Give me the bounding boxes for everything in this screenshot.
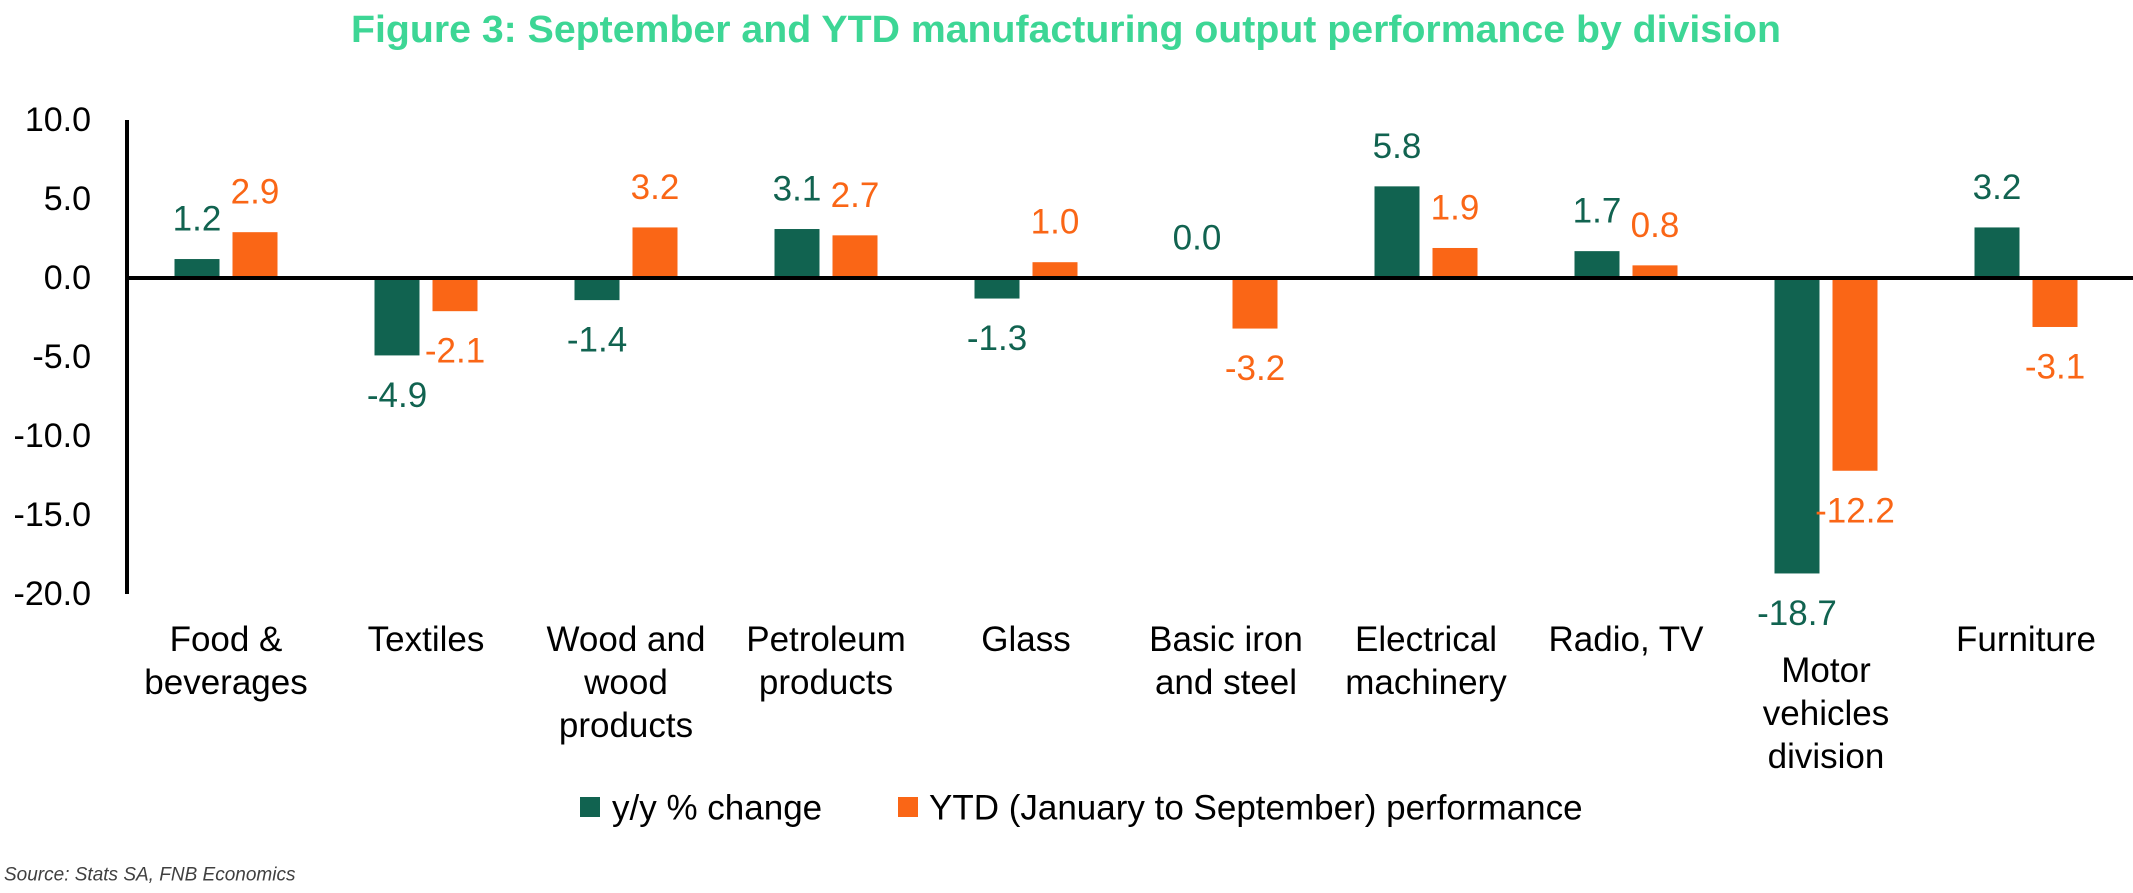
bar-ytd-performance (2032, 278, 2078, 327)
data-label-ytd: 1.9 (1431, 188, 1480, 227)
data-label-ytd: -2.1 (425, 332, 485, 371)
legend-label-ytd: YTD (January to September) performance (929, 789, 1583, 828)
data-label-yy: -1.3 (967, 319, 1027, 358)
data-label-yy: 5.8 (1373, 127, 1422, 166)
bar-ytd-performance (1832, 278, 1878, 471)
legend-item-ytd: YTD (January to September) performance (898, 789, 1583, 828)
bar-ytd-performance (1432, 247, 1478, 278)
data-label-ytd: -12.2 (1815, 491, 1895, 530)
x-tick-label: Motor vehicles division (1762, 651, 1890, 777)
bar-yy-change (574, 278, 620, 301)
bar-yy-change (174, 259, 220, 278)
x-tick-label: Basic iron and steel (1149, 620, 1303, 702)
bar-yy-change (374, 278, 420, 356)
chart-title: Figure 3: September and YTD manufacturin… (351, 9, 1781, 51)
y-tick-label: -5.0 (32, 338, 91, 376)
data-label-yy: 1.7 (1573, 192, 1622, 231)
bars (174, 186, 2078, 574)
y-tick-label: 5.0 (44, 180, 91, 218)
bar-ytd-performance (1032, 262, 1078, 278)
source-note: Source: Stats SA, FNB Economics (4, 865, 296, 886)
x-tick-label: Electrical machinery (1345, 620, 1507, 702)
x-tick-label: Food & beverages (144, 620, 308, 702)
bar-ytd-performance (232, 232, 278, 278)
y-tick-label: 0.0 (44, 259, 91, 297)
bar-yy-change (1974, 227, 2020, 278)
bar-yy-change (1774, 278, 1820, 574)
y-tick-label: 10.0 (25, 101, 91, 139)
data-label-ytd: 3.2 (631, 168, 680, 207)
bar-ytd-performance (632, 227, 678, 278)
data-label-yy: -4.9 (367, 376, 427, 415)
data-label-yy: 1.2 (173, 200, 222, 239)
data-label-ytd: 2.7 (831, 176, 880, 215)
x-tick-label: Furniture (1955, 620, 2097, 659)
data-label-yy: 0.0 (1173, 219, 1222, 258)
data-label-yy: 3.2 (1973, 168, 2022, 207)
bar-yy-change (1374, 186, 1420, 278)
x-tick-label: Glass (981, 620, 1071, 659)
data-label-ytd: -3.2 (1225, 349, 1285, 388)
data-label-yy: 3.1 (773, 170, 822, 209)
data-label-ytd: 2.9 (231, 173, 280, 212)
data-label-ytd: 1.0 (1031, 203, 1080, 242)
y-tick-label: -20.0 (14, 575, 92, 613)
bar-ytd-performance (1632, 265, 1678, 278)
bar-yy-change (1574, 251, 1620, 278)
data-labels: 1.22.9 -4.9 -2.1 -1.4 3.2 3.1 2.7 -1.3 1.0 0.0 -3.… (173, 127, 2085, 633)
data-label-yy: -1.4 (567, 321, 627, 360)
legend-item-yy: y/y % change (580, 789, 822, 828)
legend-swatch-ytd (898, 797, 918, 817)
legend: y/y % change YTD (January to September) … (580, 789, 1583, 828)
y-tick-label: -15.0 (14, 496, 92, 534)
y-axis-tick-labels: 10.0 5.0 0.0 -5.0 -10.0 -15.0 -20.0 (14, 101, 92, 613)
x-tick-label: Textiles (367, 620, 485, 659)
bar-yy-change (774, 229, 820, 278)
legend-swatch-yy (580, 797, 600, 817)
bar-ytd-performance (432, 278, 478, 312)
bar-ytd-performance (1232, 278, 1278, 329)
x-tick-label: Radio, TV (1548, 620, 1704, 659)
x-tick-label: Wood and wood products (546, 620, 706, 745)
bar-ytd-performance (832, 235, 878, 278)
bar-yy-change (974, 278, 1020, 299)
legend-label-yy: y/y % change (612, 789, 822, 828)
y-tick-label: -10.0 (14, 417, 92, 455)
data-label-ytd: -3.1 (2025, 347, 2085, 386)
x-tick-label: Petroleum products (746, 620, 906, 702)
data-label-yy: -18.7 (1757, 594, 1837, 633)
data-label-ytd: 0.8 (1631, 206, 1680, 245)
